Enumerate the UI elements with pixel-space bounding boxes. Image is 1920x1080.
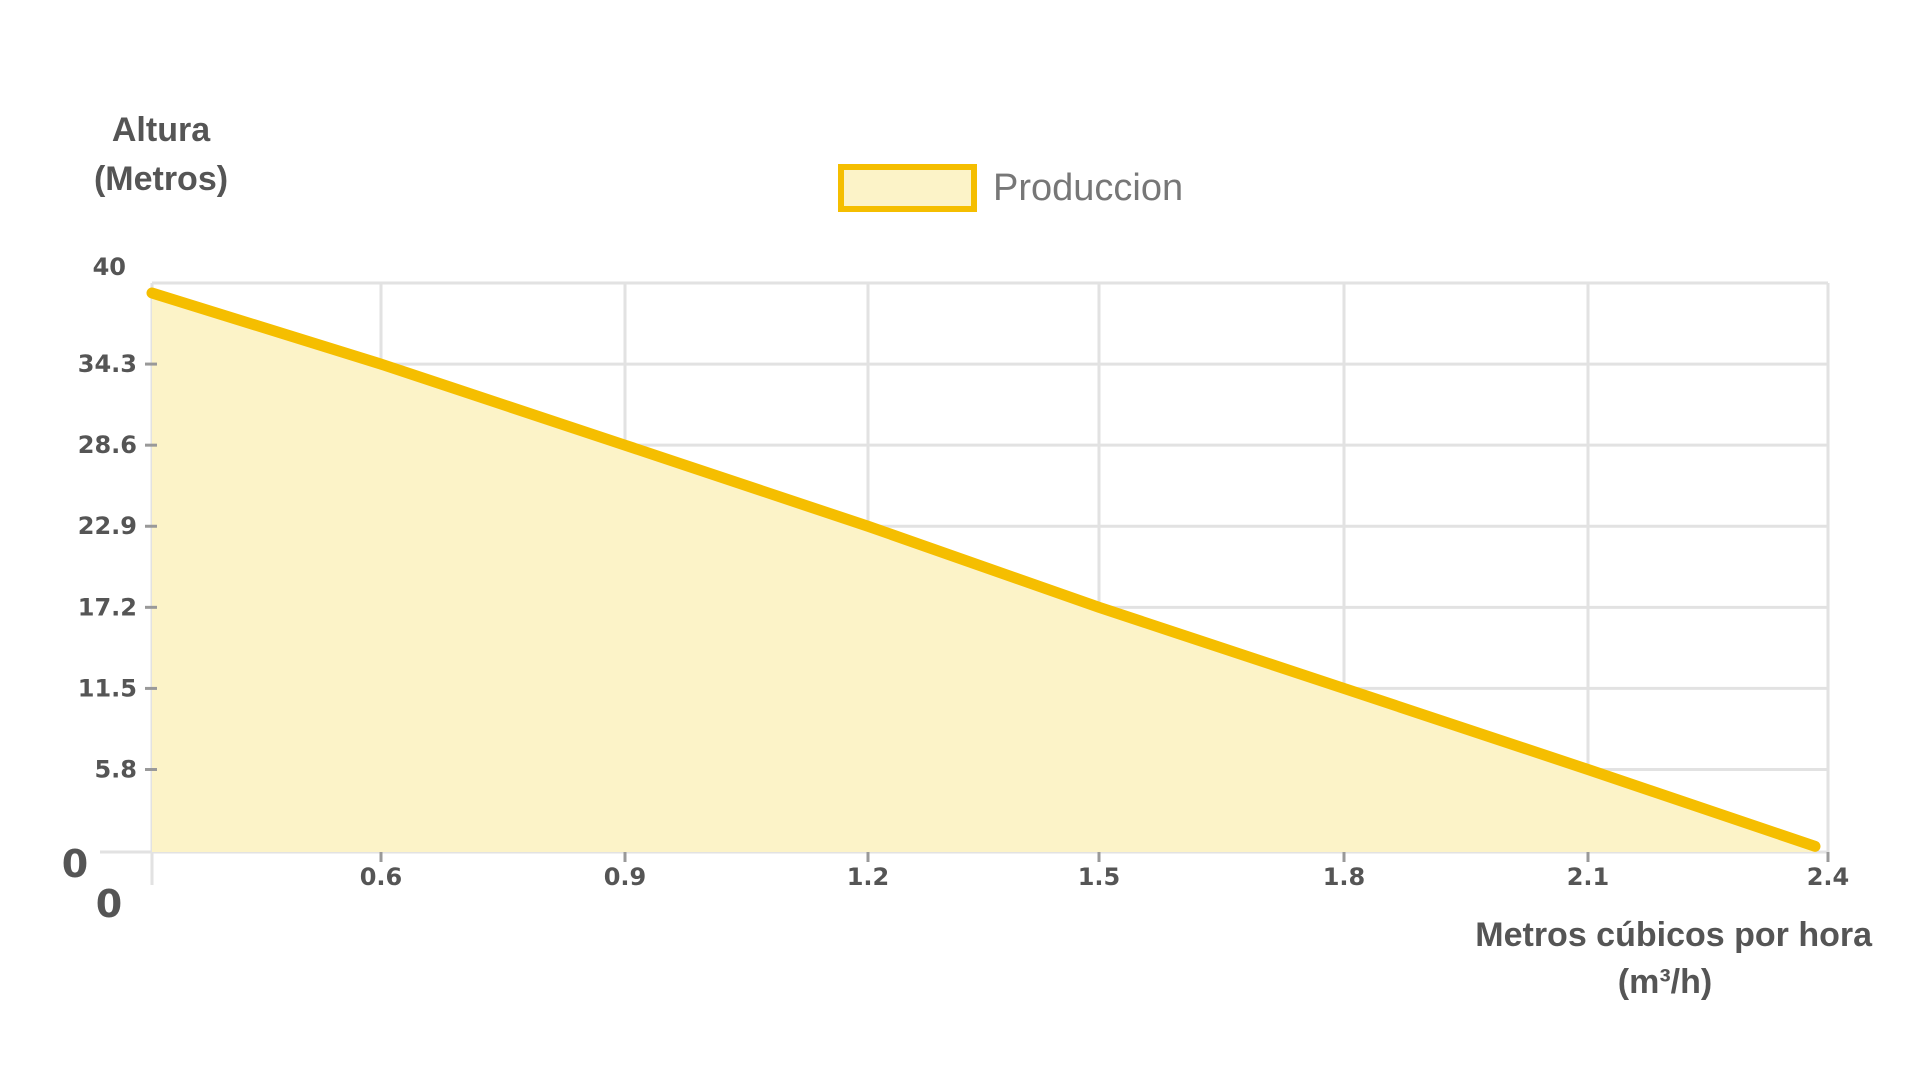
x-tick-label: 0.6 [360,863,403,891]
x-origin-label: 0 [96,882,122,926]
x-tick-label: 1.8 [1323,863,1366,891]
series-line-produccion [146,287,1821,852]
y-tick-label: 5.8 [94,755,137,783]
x-tick-label: 0.9 [604,863,647,891]
y-tick-label: 17.2 [78,593,137,621]
y-tick-label: 40 [93,253,126,281]
x-tick-label: 1.5 [1078,863,1121,891]
legend[interactable]: Produccion [838,164,1183,212]
x-axis: 0.6 0.9 1.2 1.5 1.8 2.1 2.4 [360,852,1850,891]
x-tick-label: 2.4 [1807,863,1850,891]
y-axis-title-line2: (Metros) [94,160,228,198]
y-tick-label: 11.5 [78,674,137,702]
x-axis-title-line2: (m³/h) [1618,963,1712,1001]
y-axis: 40 34.3 28.6 22.9 17.2 11.5 5.8 [78,253,157,783]
y-tick-label: 22.9 [78,512,137,540]
legend-swatch [838,164,977,212]
y-axis-title-line1: Altura [112,111,211,149]
y-tick-label: 28.6 [78,431,137,459]
x-tick-label: 1.2 [847,863,890,891]
legend-label: Produccion [993,167,1183,209]
x-axis-title-line1: Metros cúbicos por hora [1475,916,1873,954]
x-tick-label: 2.1 [1567,863,1610,891]
y-origin-label: 0 [62,842,88,886]
y-tick-label: 34.3 [78,350,137,378]
